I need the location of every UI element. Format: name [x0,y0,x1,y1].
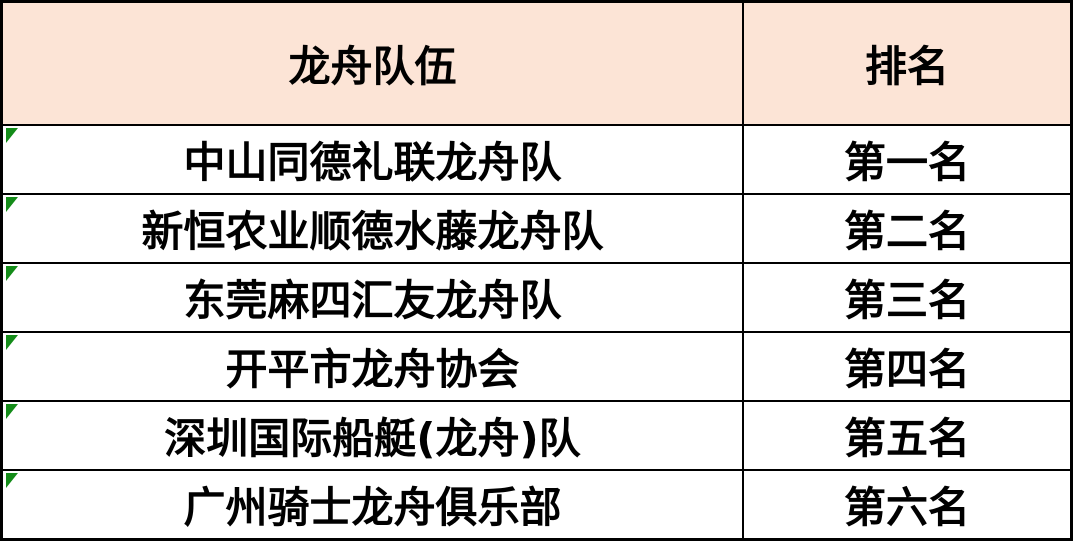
column-header-team: 龙舟队伍 [0,0,744,126]
column-header-rank: 排名 [741,0,1073,126]
team-name: 中山同德礼联龙舟队 [183,138,562,187]
team-cell: 东莞麻四汇友龙舟队 [0,262,744,333]
team-name: 新恒农业顺德水藤龙舟队 [141,207,604,256]
team-name: 开平市龙舟协会 [225,345,520,394]
table-row: 开平市龙舟协会 第四名 [0,331,1073,402]
team-name: 广州骑士龙舟俱乐部 [183,483,562,532]
table-row: 东莞麻四汇友龙舟队 第三名 [0,262,1073,333]
header-row: 龙舟队伍 排名 [0,0,1073,126]
green-triangle-error-indicator-icon [6,473,18,488]
team-cell: 开平市龙舟协会 [0,331,744,402]
team-cell: 中山同德礼联龙舟队 [0,124,744,195]
rank-cell: 第三名 [741,262,1073,333]
team-cell: 深圳国际船艇(龙舟)队 [0,400,744,471]
table-row: 新恒农业顺德水藤龙舟队 第二名 [0,193,1073,264]
green-triangle-error-indicator-icon [6,404,18,419]
rank-cell: 第二名 [741,193,1073,264]
team-name: 深圳国际船艇(龙舟)队 [164,414,581,463]
green-triangle-error-indicator-icon [6,128,18,143]
green-triangle-error-indicator-icon [6,197,18,212]
team-cell: 广州骑士龙舟俱乐部 [0,469,744,541]
green-triangle-error-indicator-icon [6,335,18,350]
table-row: 中山同德礼联龙舟队 第一名 [0,124,1073,195]
team-name: 东莞麻四汇友龙舟队 [183,276,562,325]
green-triangle-error-indicator-icon [6,266,18,281]
rank-cell: 第一名 [741,124,1073,195]
team-cell: 新恒农业顺德水藤龙舟队 [0,193,744,264]
table-row: 广州骑士龙舟俱乐部 第六名 [0,469,1073,541]
rank-cell: 第五名 [741,400,1073,471]
rank-cell: 第六名 [741,469,1073,541]
table-row: 深圳国际船艇(龙舟)队 第五名 [0,400,1073,471]
rank-cell: 第四名 [741,331,1073,402]
